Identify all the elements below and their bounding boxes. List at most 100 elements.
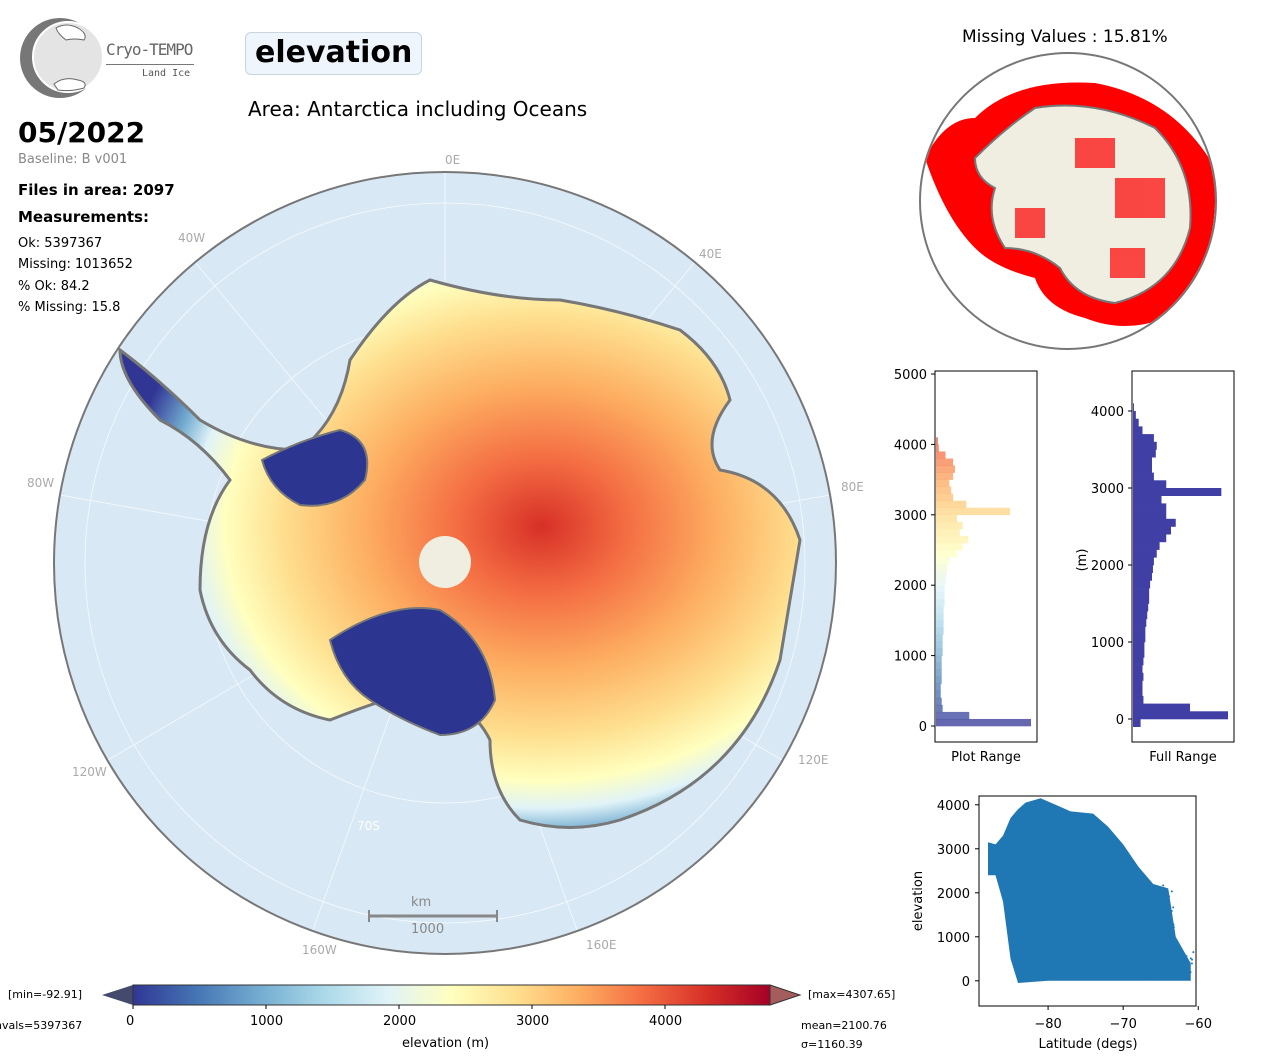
histogram-bar <box>1133 711 1228 719</box>
histogram-bar <box>1133 611 1147 619</box>
scatter-point <box>1142 970 1144 972</box>
histogram-bar <box>936 698 942 705</box>
scale-unit: km <box>411 895 431 910</box>
colorbar-nvals-label: nvals=5397367 <box>0 1019 82 1032</box>
scatter-ytick-label: 1000 <box>937 931 970 946</box>
scatter-point <box>1173 978 1175 980</box>
histogram-bar <box>936 634 943 641</box>
pole-hole <box>419 536 471 588</box>
histogram-bar <box>936 599 945 606</box>
scatter-point <box>1152 950 1154 952</box>
histogram-bar <box>936 529 960 536</box>
histogram-ytick-label: 2000 <box>894 579 927 594</box>
scatter-point <box>1158 899 1160 901</box>
scatter-ytick-label: 0 <box>962 975 970 990</box>
scatter-point <box>1168 895 1170 897</box>
histogram-bar <box>1133 465 1152 473</box>
scatter-point <box>1190 957 1192 959</box>
scatter-point <box>1165 903 1167 905</box>
colorbar-max-label: [max=4307.65] <box>808 988 895 1001</box>
scatter-point <box>1155 916 1157 918</box>
histogram-bar <box>936 487 951 494</box>
histogram-bar <box>1133 604 1148 612</box>
scatter-point <box>1152 889 1154 891</box>
histogram-bar <box>936 656 942 663</box>
scatter-point <box>1171 890 1173 892</box>
histogram-bar <box>1133 403 1134 411</box>
scatter-point <box>1177 967 1179 969</box>
scatter-xtick-label: −60 <box>1185 1017 1212 1032</box>
scatter-point <box>1173 971 1175 973</box>
lon-label-120e: 120E <box>798 753 829 767</box>
elevation-map <box>0 0 900 980</box>
histogram-bar <box>1133 634 1145 642</box>
scatter-point <box>1143 977 1145 979</box>
histogram-ytick-label: 1000 <box>894 650 927 665</box>
scatter-point <box>1160 887 1162 889</box>
scatter-point <box>1143 912 1145 914</box>
scatter-point <box>1146 919 1148 921</box>
histogram-bar <box>936 494 953 501</box>
scatter-point <box>1172 906 1174 908</box>
histogram-bar <box>1133 565 1153 573</box>
scatter-point <box>1164 928 1166 930</box>
scatter-xtick-label: −70 <box>1109 1017 1136 1032</box>
scatter-xtick-label: −80 <box>1034 1017 1061 1032</box>
scatter-point <box>1153 945 1155 947</box>
scatter-point <box>1191 962 1193 964</box>
histogram-bar <box>1133 503 1166 511</box>
scatter-point <box>1159 938 1161 940</box>
histogram-bar <box>936 620 944 627</box>
lon-label-160e: 160E <box>586 938 617 952</box>
histogram-bar <box>936 719 1031 726</box>
colorbar-mean-label: mean=2100.76 <box>801 1019 887 1032</box>
histogram-bar <box>936 501 966 508</box>
histogram-bar <box>1133 434 1154 442</box>
histogram-bar <box>1133 411 1136 419</box>
histogram-bar <box>936 515 957 522</box>
colorbar-tick-label: 3000 <box>516 1014 549 1029</box>
histogram-bar <box>1133 519 1176 527</box>
scatter-point <box>1145 939 1147 941</box>
histogram-ytick-label: 0 <box>1116 713 1124 728</box>
histogram-bar <box>1133 704 1190 712</box>
scatter-point <box>1150 906 1152 908</box>
histogram-ytick-label: 5000 <box>894 368 927 383</box>
histogram-bar <box>1133 696 1143 704</box>
colorbar-gradient <box>133 985 770 1005</box>
scatter-ytick-label: 2000 <box>937 887 970 902</box>
colorbar-sigma-label: σ=1160.39 <box>801 1038 863 1051</box>
scatter-point <box>1151 920 1153 922</box>
histogram-bar <box>936 705 943 712</box>
histogram-bar <box>936 677 942 684</box>
histogram-bar <box>936 466 955 473</box>
histogram-bar <box>936 522 963 529</box>
scatter-point <box>1159 894 1161 896</box>
histogram-bar <box>1133 573 1152 581</box>
histogram-bar <box>936 571 946 578</box>
scatter-point <box>1138 891 1140 893</box>
histogram-bar <box>936 613 944 620</box>
scatter-point <box>1163 912 1165 914</box>
colorbar-tick-label: 0 <box>126 1014 134 1029</box>
lon-label-80w: 80W <box>27 476 54 490</box>
histograms: 010002000300040005000Plot Range010002000… <box>860 360 1272 780</box>
histogram-bar <box>936 627 944 634</box>
lon-label-120w: 120W <box>72 765 107 779</box>
colorbar-tick-label: 2000 <box>383 1014 416 1029</box>
histogram-bar <box>936 649 943 656</box>
histogram-bar <box>936 508 1010 515</box>
scatter-point <box>1185 955 1187 957</box>
histogram-bar <box>1133 457 1152 465</box>
histogram-ytick-label: 2000 <box>1091 559 1124 574</box>
histogram-ytick-label: 4000 <box>1091 405 1124 420</box>
histogram-bar <box>936 642 943 649</box>
histogram-bar <box>1133 527 1171 535</box>
scatter-point <box>1148 936 1150 938</box>
histogram-bar <box>1133 511 1166 519</box>
histogram-bar <box>1133 419 1139 427</box>
scatter-point <box>1153 964 1155 966</box>
histogram-bar <box>1133 650 1144 658</box>
histogram-bar <box>1133 473 1154 481</box>
histogram-ytick-label: 1000 <box>1091 636 1124 651</box>
